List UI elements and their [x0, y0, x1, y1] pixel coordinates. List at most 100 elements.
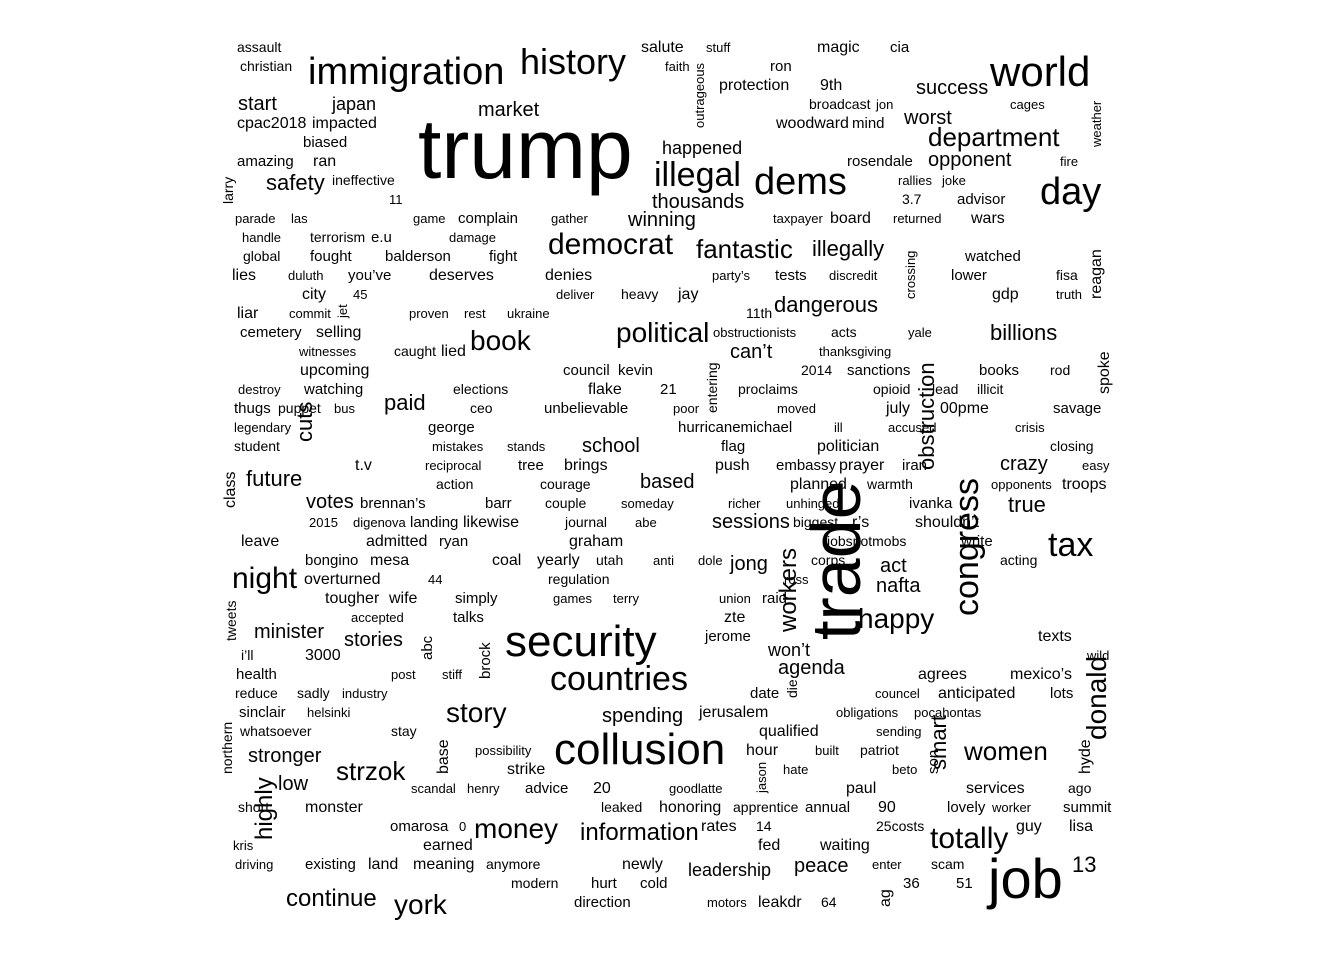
word: agrees	[918, 666, 967, 683]
word: brennan’s	[360, 495, 426, 512]
word: ross	[784, 572, 809, 587]
word: industry	[342, 686, 388, 701]
word-market: market	[478, 99, 540, 121]
word-japan: japan	[331, 94, 376, 114]
word-billions: billions	[990, 320, 1057, 345]
word: pocahontas	[914, 705, 982, 720]
word: paul	[846, 780, 876, 797]
word: heavy	[621, 286, 658, 302]
word: journal	[564, 514, 607, 530]
word: 20	[593, 780, 611, 797]
word: gather	[551, 211, 589, 226]
word: july	[885, 400, 910, 417]
word: iran	[902, 457, 927, 474]
word-peace: peace	[794, 855, 849, 877]
word: leakdr	[758, 894, 802, 911]
word: strike	[507, 761, 545, 778]
word: richer	[728, 496, 761, 511]
word: 25costs	[876, 818, 924, 834]
word: jet	[335, 304, 350, 319]
word: waiting	[819, 837, 870, 854]
word-countries: countries	[550, 660, 688, 698]
word: terrorism	[310, 229, 365, 245]
word: beto	[892, 762, 917, 777]
word-spending: spending	[602, 705, 683, 727]
word: honoring	[659, 799, 721, 816]
word: reagan	[1088, 249, 1105, 299]
word: deserves	[429, 267, 494, 284]
word-collusion: collusion	[554, 725, 725, 774]
word: cpac2018	[237, 115, 306, 132]
word: 3000	[305, 647, 341, 664]
word: councel	[875, 686, 920, 701]
word-democrat: democrat	[548, 228, 674, 261]
word: direction	[574, 894, 631, 911]
word: ceo	[470, 400, 493, 416]
word-cuts: cuts	[292, 402, 317, 442]
word: stiff	[442, 667, 462, 682]
word-obstruction: obstruction	[914, 362, 939, 470]
word-workers: workers	[775, 548, 802, 633]
word-stories: stories	[344, 629, 403, 651]
word: christian	[240, 58, 292, 74]
word: politician	[817, 438, 879, 455]
word-start: start	[238, 93, 277, 115]
word: taxpayer	[773, 211, 824, 226]
word-worst: worst	[903, 107, 952, 129]
word: zte	[724, 609, 745, 626]
word: enter	[872, 857, 902, 872]
word-world: world	[989, 48, 1090, 95]
word: warmth	[866, 476, 913, 492]
word: fed	[758, 837, 780, 854]
word: games	[553, 591, 593, 606]
word: tree	[518, 457, 544, 474]
word-success: success	[916, 77, 988, 99]
word: post	[391, 667, 416, 682]
word: party’s	[712, 268, 751, 283]
word: duluth	[288, 268, 323, 283]
word-low: low	[278, 773, 309, 795]
word: hurricanemichael	[678, 419, 792, 436]
word: easy	[1082, 458, 1110, 473]
word: denies	[545, 267, 592, 284]
word: courage	[540, 476, 591, 492]
word-trade: trade	[797, 480, 875, 640]
word: overturned	[304, 571, 381, 588]
word: 51	[956, 875, 973, 892]
word-donald: donald	[1081, 656, 1112, 740]
word: push	[715, 457, 750, 474]
word: closing	[1050, 438, 1094, 454]
word-happy: happy	[858, 603, 934, 634]
word: opponents	[991, 477, 1052, 492]
word: shouldn’t	[915, 514, 980, 531]
word: rallies	[898, 173, 932, 188]
word: apprentice	[733, 799, 799, 815]
word: discredit	[829, 268, 878, 283]
word: jobsnotmobs	[826, 533, 906, 549]
word: whatsoever	[239, 723, 312, 739]
word: faith	[665, 59, 690, 74]
word-tax: tax	[1048, 526, 1093, 564]
word-wont: won’t	[767, 640, 810, 660]
word: illicit	[977, 381, 1004, 397]
word: class	[222, 472, 239, 508]
word: utah	[596, 552, 623, 568]
word: henry	[467, 781, 500, 796]
word: tests	[775, 267, 807, 284]
word-highly: highly	[251, 777, 278, 840]
word: cold	[640, 875, 668, 892]
word: couple	[545, 495, 586, 511]
word: accepted	[351, 610, 404, 625]
word: city	[302, 286, 326, 303]
word: 64	[821, 894, 837, 910]
word: hate	[783, 762, 808, 777]
word: summit	[1063, 799, 1112, 816]
word: 3.7	[902, 191, 922, 207]
word: i’ll	[241, 647, 253, 663]
word: guy	[1016, 818, 1042, 835]
word: spoke	[1096, 351, 1113, 394]
word-crazy: crazy	[1000, 453, 1048, 475]
word-safety: safety	[266, 170, 325, 195]
word-book: book	[470, 325, 532, 356]
word: accused	[888, 420, 936, 435]
